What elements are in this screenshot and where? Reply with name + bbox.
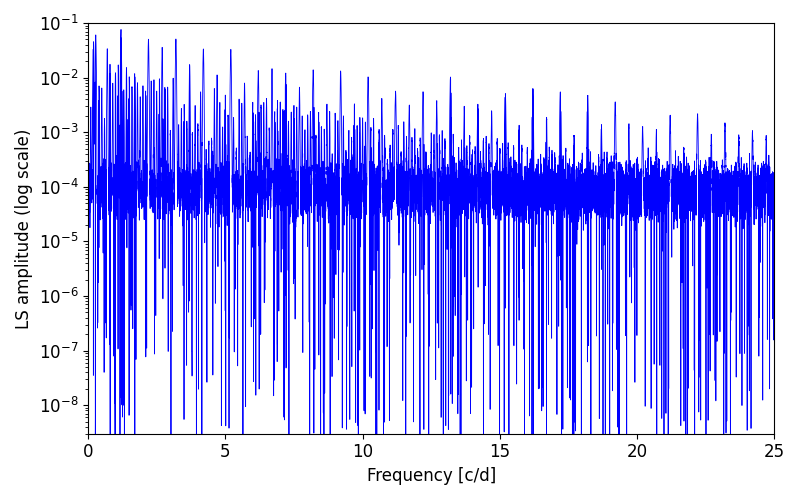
- X-axis label: Frequency [c/d]: Frequency [c/d]: [366, 467, 496, 485]
- Y-axis label: LS amplitude (log scale): LS amplitude (log scale): [15, 128, 33, 328]
